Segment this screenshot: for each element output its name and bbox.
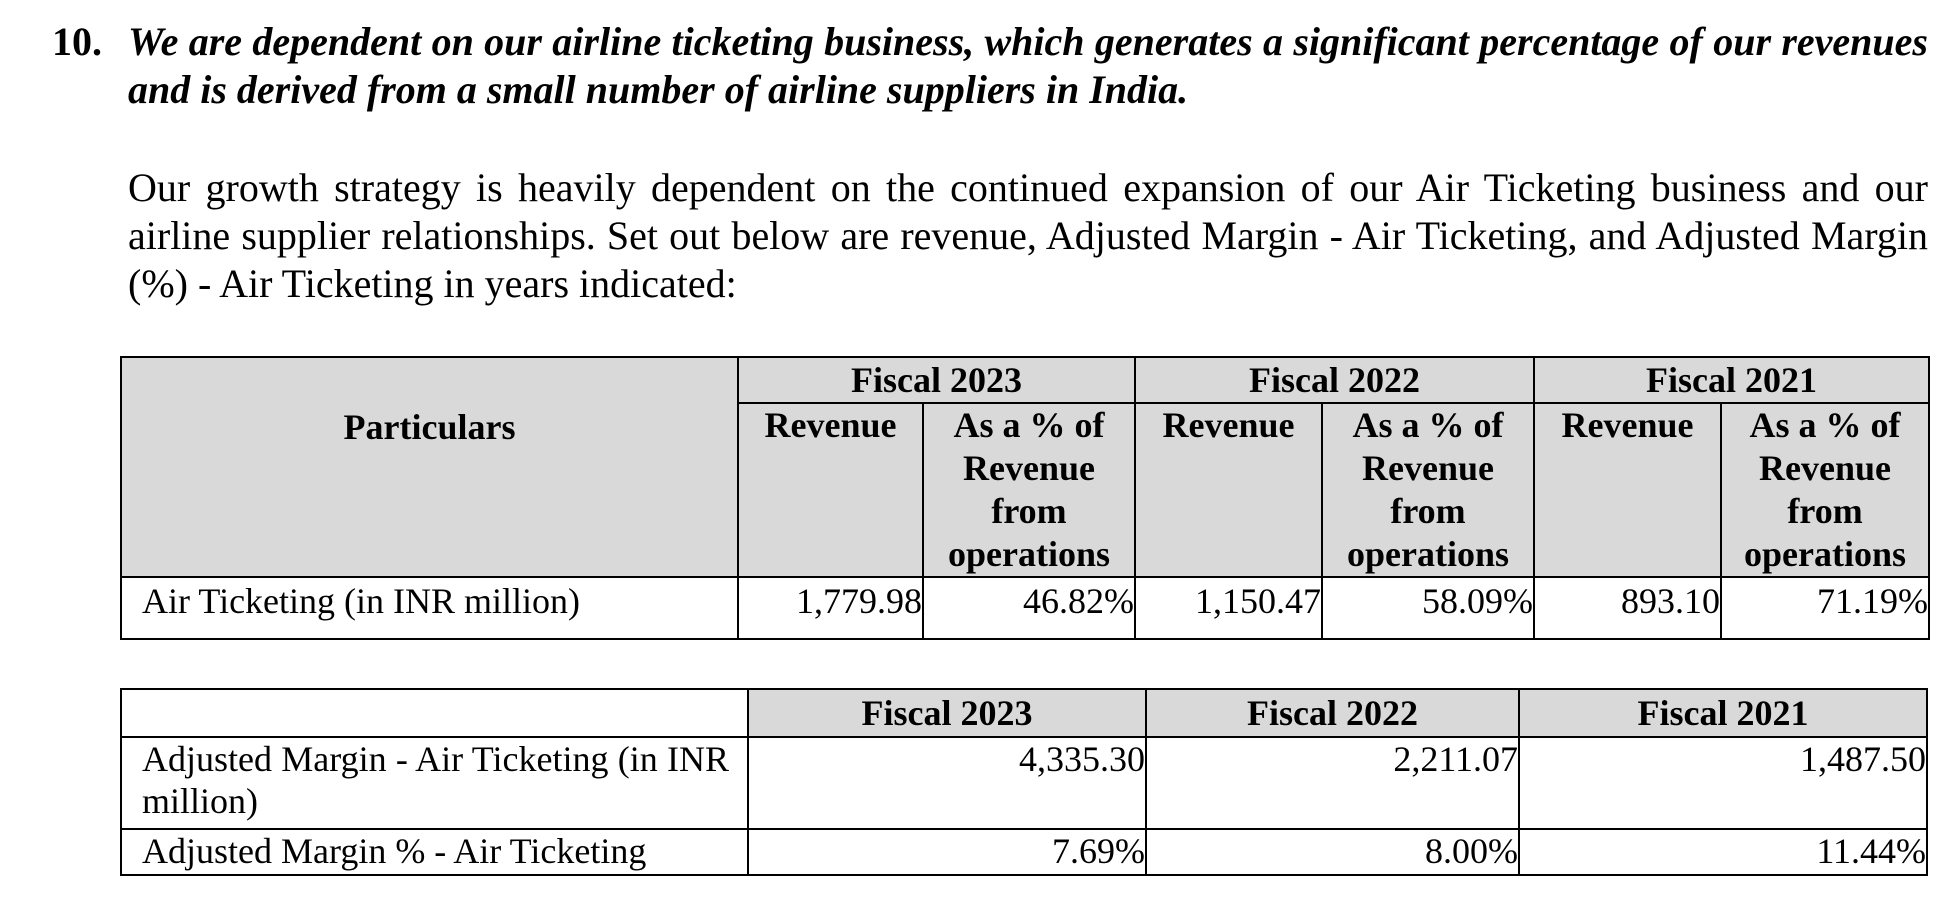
fiscal-header: Fiscal 2021 — [1518, 688, 1928, 738]
fiscal-header: Fiscal 2021 — [1533, 356, 1931, 404]
table-cell: 1,487.50 — [1518, 736, 1928, 830]
revenue-subheader: Revenue — [1134, 402, 1324, 578]
percent-subheader: As a % of Revenue from operations — [1720, 402, 1931, 578]
table-cell: 11.44% — [1518, 828, 1928, 876]
percent-subheader: As a % of Revenue from operations — [921, 402, 1137, 578]
table-cell: 8.00% — [1145, 828, 1520, 876]
table-cell: 1,150.47 — [1134, 576, 1324, 640]
table-cell: 2,211.07 — [1145, 736, 1520, 830]
table-cell: 7.69% — [747, 828, 1147, 876]
percent-subheader: As a % of Revenue from operations — [1321, 402, 1536, 578]
row-label: Air Ticketing (in INR million) — [120, 576, 739, 640]
risk-factor-number: 10. — [52, 19, 102, 64]
table-cell: 893.10 — [1533, 576, 1723, 640]
risk-factor-paragraph: Our growth strategy is heavily dependent… — [128, 165, 1928, 306]
margin-table: Fiscal 2023 Fiscal 2022 Fiscal 2021 Adju… — [120, 688, 1928, 876]
row-label: Adjusted Margin - Air Ticketing (in INR … — [120, 736, 749, 830]
fiscal-header: Fiscal 2023 — [747, 688, 1147, 738]
table-cell: 1,779.98 — [737, 576, 924, 640]
table-cell: 4,335.30 — [747, 736, 1147, 830]
fiscal-header: Fiscal 2022 — [1134, 356, 1536, 404]
particulars-header: Particulars — [120, 356, 739, 578]
table-row: Adjusted Margin - Air Ticketing (in INR … — [120, 736, 1928, 830]
revenue-table: Particulars Fiscal 2023 Fiscal 2022 Fisc… — [120, 356, 1931, 640]
fiscal-header: Fiscal 2022 — [1145, 688, 1520, 738]
table-cell: 71.19% — [1720, 576, 1931, 640]
table-cell: 58.09% — [1321, 576, 1536, 640]
table-row: Air Ticketing (in INR million) 1,779.98 … — [120, 576, 1931, 640]
row-label: Adjusted Margin % - Air Ticketing — [120, 828, 749, 876]
fiscal-header: Fiscal 2023 — [736, 356, 1137, 404]
table-cell: 46.82% — [921, 576, 1137, 640]
revenue-subheader: Revenue — [1533, 402, 1723, 578]
blank-header — [120, 688, 749, 738]
risk-factor-heading: We are dependent on our airline ticketin… — [128, 19, 1928, 112]
revenue-subheader: Revenue — [737, 402, 924, 578]
table-row: Adjusted Margin % - Air Ticketing 7.69% … — [120, 828, 1928, 876]
